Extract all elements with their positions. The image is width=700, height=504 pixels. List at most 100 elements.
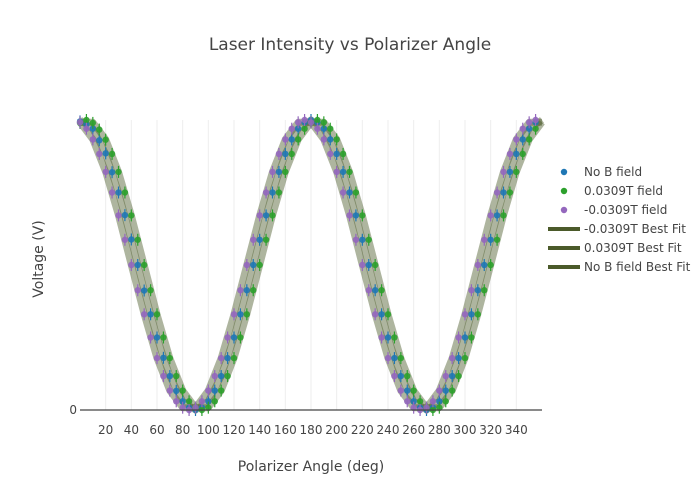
data-point — [500, 189, 507, 196]
data-point — [269, 212, 276, 219]
data-point — [115, 189, 122, 196]
data-point — [352, 189, 360, 196]
data-point — [275, 189, 283, 196]
data-point — [371, 287, 379, 294]
data-point — [121, 236, 129, 243]
data-point — [115, 212, 122, 219]
data-point — [217, 387, 225, 394]
data-point — [429, 398, 437, 405]
data-point — [102, 136, 109, 143]
data-point — [128, 261, 135, 269]
data-point — [352, 212, 360, 219]
data-point — [294, 119, 302, 126]
data-point — [448, 387, 456, 394]
data-point — [461, 334, 469, 341]
data-point — [237, 287, 244, 294]
legend[interactable]: No B field 0.0309T field -0.0309T field -0.… — [548, 165, 691, 274]
data-point — [153, 354, 161, 362]
data-point — [320, 136, 328, 143]
data-point — [250, 261, 257, 269]
data-point — [160, 372, 167, 380]
legend-label[interactable]: No B field — [584, 165, 642, 179]
data-point — [532, 125, 539, 132]
legend-label[interactable]: -0.0309T Best Fit — [584, 222, 686, 236]
legend-label[interactable]: No B field Best Fit — [584, 260, 691, 274]
data-point — [474, 287, 482, 294]
legend-label[interactable]: 0.0309T field — [584, 184, 663, 198]
data-point — [179, 387, 186, 394]
data-point — [404, 398, 411, 405]
data-point — [333, 168, 340, 176]
data-point — [89, 136, 97, 143]
data-point — [397, 372, 405, 380]
data-point — [205, 398, 212, 405]
data-point — [288, 125, 295, 132]
data-point — [128, 212, 135, 219]
data-point — [96, 150, 103, 158]
x-tick-label: 200 — [325, 423, 348, 437]
x-tick-label: 100 — [197, 423, 220, 437]
legend-label[interactable]: 0.0309T Best Fit — [584, 241, 682, 255]
data-point — [224, 354, 231, 362]
data-point — [327, 150, 334, 158]
data-point — [96, 126, 103, 133]
data-point — [108, 169, 116, 176]
legend-marker[interactable] — [560, 187, 568, 195]
data-point — [243, 311, 251, 318]
data-point — [481, 261, 488, 269]
data-point — [346, 212, 353, 219]
data-point — [217, 372, 225, 380]
data-point — [134, 287, 141, 294]
data-point — [493, 236, 501, 243]
data-point — [102, 150, 109, 157]
data-point — [455, 334, 462, 341]
legend-label[interactable]: -0.0309T field — [584, 203, 667, 217]
data-point — [359, 261, 366, 269]
data-point — [378, 311, 385, 318]
legend-marker[interactable] — [560, 206, 568, 214]
data-point — [423, 404, 430, 411]
data-point — [506, 189, 514, 196]
data-point — [96, 137, 103, 144]
data-point — [83, 125, 90, 132]
data-point — [333, 150, 340, 158]
data-point — [166, 354, 174, 362]
data-point — [513, 150, 520, 158]
data-point — [134, 236, 141, 243]
legend-marker[interactable] — [560, 168, 568, 176]
data-point — [108, 189, 116, 196]
data-point — [147, 311, 154, 318]
x-tick-label: 40 — [124, 423, 139, 437]
data-point — [384, 354, 392, 362]
data-point — [237, 334, 244, 341]
data-point — [314, 125, 321, 132]
data-point — [519, 150, 526, 158]
data-point — [262, 212, 270, 219]
data-point — [307, 119, 315, 126]
data-point — [365, 261, 372, 269]
data-point — [365, 236, 372, 243]
data-point — [397, 354, 405, 362]
data-point — [442, 398, 449, 405]
data-point — [140, 311, 148, 318]
data-point — [468, 334, 475, 341]
data-point — [301, 125, 308, 132]
data-point — [493, 189, 501, 196]
data-point — [256, 236, 263, 243]
data-point — [513, 136, 520, 143]
points-layer — [76, 114, 539, 416]
data-point — [211, 387, 218, 394]
data-point — [211, 398, 218, 405]
data-point — [89, 119, 97, 127]
data-point — [160, 354, 167, 361]
data-point — [327, 136, 334, 143]
y-axis-label: Voltage (V) — [31, 220, 47, 297]
data-point — [519, 136, 526, 143]
x-tick-label: 340 — [505, 423, 528, 437]
data-point — [487, 261, 494, 269]
x-axis-label: Polarizer Angle (deg) — [238, 459, 384, 475]
data-point — [365, 287, 372, 294]
data-point — [173, 372, 180, 380]
